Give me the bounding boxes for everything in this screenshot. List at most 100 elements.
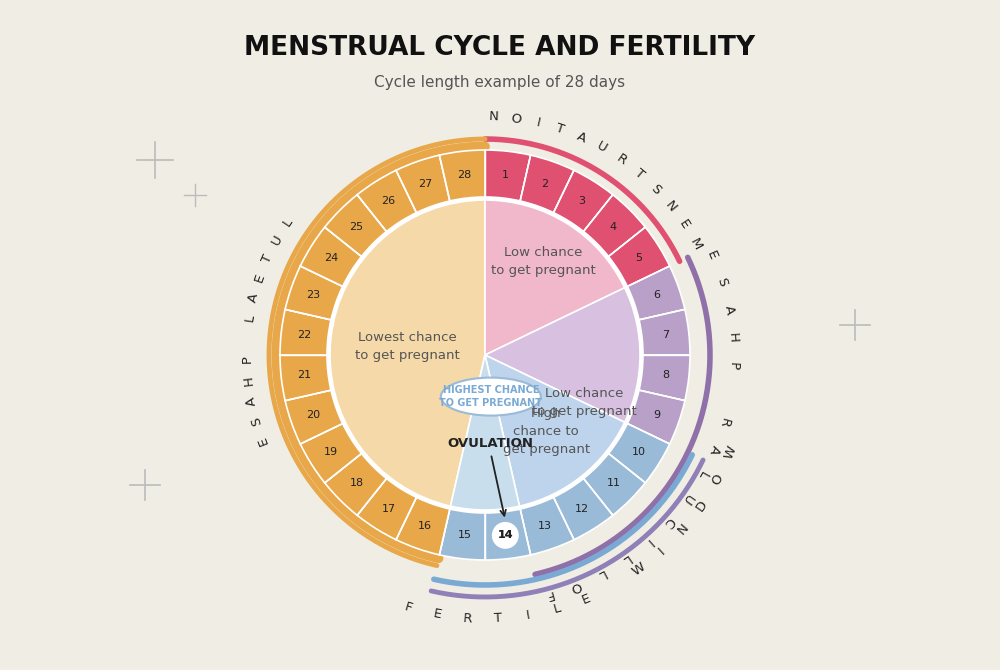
Ellipse shape: [441, 378, 541, 415]
Text: 21: 21: [298, 371, 312, 381]
Text: L: L: [552, 602, 563, 616]
Wedge shape: [609, 227, 670, 287]
Text: L: L: [280, 216, 295, 228]
Text: 13: 13: [538, 521, 552, 531]
Text: T: T: [260, 252, 275, 265]
Text: R: R: [463, 612, 473, 625]
Text: T: T: [554, 122, 566, 137]
Wedge shape: [327, 197, 643, 513]
Circle shape: [491, 521, 520, 550]
Wedge shape: [439, 509, 485, 560]
Text: H: H: [726, 332, 739, 343]
Wedge shape: [325, 454, 386, 515]
Wedge shape: [300, 423, 361, 483]
Text: N: N: [675, 521, 691, 537]
Text: R: R: [716, 417, 731, 429]
Text: L: L: [595, 566, 608, 582]
Text: 1: 1: [502, 170, 509, 180]
Text: I: I: [535, 117, 542, 130]
Text: O: O: [510, 112, 522, 126]
Text: 22: 22: [298, 330, 312, 340]
Text: L: L: [694, 469, 709, 482]
Text: R: R: [614, 152, 629, 168]
Text: 10: 10: [632, 447, 646, 456]
Text: S: S: [249, 415, 264, 427]
Wedge shape: [330, 200, 485, 506]
Wedge shape: [285, 266, 343, 320]
Text: OVULATION: OVULATION: [448, 437, 534, 450]
Text: W: W: [722, 444, 739, 461]
Text: 27: 27: [418, 179, 432, 189]
Text: L: L: [243, 314, 257, 323]
Text: P: P: [726, 362, 739, 371]
Wedge shape: [627, 266, 685, 320]
Text: 26: 26: [381, 196, 395, 206]
Text: H: H: [241, 375, 255, 386]
Wedge shape: [325, 195, 386, 257]
Text: O: O: [568, 578, 583, 594]
Wedge shape: [554, 170, 613, 231]
Text: W: W: [629, 561, 648, 579]
Text: 28: 28: [458, 170, 472, 180]
Text: A: A: [244, 395, 259, 407]
Text: U: U: [269, 232, 285, 247]
Text: 4: 4: [610, 222, 617, 232]
Text: N: N: [663, 198, 679, 214]
Text: U: U: [594, 139, 609, 155]
Wedge shape: [285, 390, 343, 444]
Text: T: T: [632, 166, 646, 182]
Text: I: I: [525, 609, 531, 622]
Wedge shape: [520, 155, 574, 212]
Wedge shape: [280, 355, 331, 401]
Text: I: I: [656, 545, 668, 557]
Text: I: I: [643, 535, 654, 547]
Text: Lowest chance
to get pregnant: Lowest chance to get pregnant: [355, 331, 460, 362]
Text: E: E: [255, 434, 270, 447]
Wedge shape: [584, 195, 645, 257]
Text: Low chance
to get pregnant: Low chance to get pregnant: [491, 247, 596, 277]
Text: 11: 11: [606, 478, 620, 488]
Text: 9: 9: [653, 410, 660, 420]
Text: 14: 14: [498, 531, 513, 541]
Text: E: E: [433, 608, 443, 622]
Text: 25: 25: [350, 222, 364, 232]
Text: E: E: [579, 592, 592, 606]
Wedge shape: [639, 310, 690, 355]
Text: T: T: [493, 612, 502, 625]
Wedge shape: [627, 390, 685, 444]
Text: 16: 16: [418, 521, 432, 531]
Text: E: E: [252, 272, 267, 284]
Text: L: L: [619, 551, 633, 566]
Text: HIGHEST CHANCE
TO GET PREGNANT: HIGHEST CHANCE TO GET PREGNANT: [439, 385, 542, 408]
Text: A: A: [707, 443, 722, 456]
Text: F: F: [403, 600, 414, 615]
Text: N: N: [488, 111, 498, 124]
Wedge shape: [439, 150, 485, 201]
Wedge shape: [609, 423, 670, 483]
Text: D: D: [694, 498, 710, 514]
Text: 20: 20: [307, 410, 321, 420]
Text: A: A: [722, 304, 736, 316]
Text: 23: 23: [307, 290, 321, 300]
Text: S: S: [715, 276, 729, 288]
Text: F: F: [543, 588, 554, 602]
Text: High
chance to
get pregnant: High chance to get pregnant: [503, 407, 590, 456]
Text: 6: 6: [653, 290, 660, 300]
Wedge shape: [520, 497, 574, 555]
Text: O: O: [709, 472, 726, 488]
Text: Cycle length example of 28 days: Cycle length example of 28 days: [374, 75, 626, 90]
Wedge shape: [485, 150, 531, 201]
Wedge shape: [396, 497, 450, 555]
Wedge shape: [451, 355, 519, 510]
Text: P: P: [240, 355, 254, 364]
Text: S: S: [648, 182, 663, 197]
Text: A: A: [575, 130, 588, 145]
Text: M: M: [687, 237, 704, 253]
Text: 3: 3: [578, 196, 585, 206]
Text: 12: 12: [575, 504, 589, 514]
Wedge shape: [485, 200, 625, 355]
Text: 2: 2: [541, 179, 549, 189]
Text: 24: 24: [324, 253, 338, 263]
Text: 19: 19: [324, 447, 338, 456]
Text: E: E: [704, 249, 720, 262]
